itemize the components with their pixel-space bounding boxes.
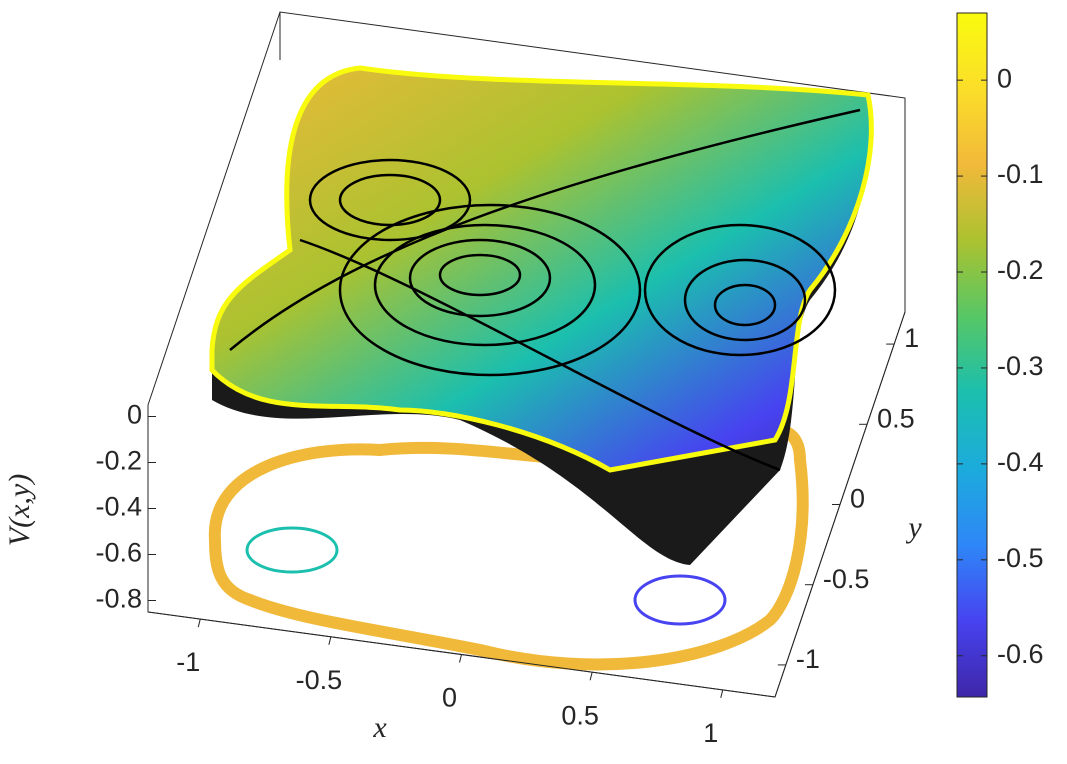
x-tick-label: -1: [176, 647, 200, 677]
colorbar-tick-label: -0.1: [997, 159, 1044, 189]
colorbar-tick-label: -0.5: [997, 543, 1044, 573]
y-tick-label: 0: [850, 484, 865, 514]
x-tick: [328, 636, 332, 645]
x-tick-label: 1: [703, 718, 718, 748]
x-tick: [459, 654, 462, 663]
colorbar-tick-label: 0: [997, 63, 1012, 93]
x-tick-label: 0.5: [561, 700, 599, 730]
x-tick: [589, 672, 593, 681]
y-tick-label: -1: [796, 644, 820, 674]
z-axis-label: V(x,y): [3, 474, 36, 546]
z-tick-label: -0.6: [95, 538, 142, 568]
z-tick-label: -0.8: [95, 584, 142, 614]
colorbar-tick-label: -0.4: [997, 447, 1044, 477]
z-tick-label: 0: [127, 400, 142, 430]
colorbar-tick-label: -0.3: [997, 351, 1044, 381]
x-tick: [720, 689, 724, 699]
surface-illustration: [208, 65, 874, 671]
y-tick-label: 1: [904, 323, 919, 353]
x-tick: [197, 618, 201, 628]
x-tick-label: 0: [442, 683, 457, 713]
z-tick-label: -0.4: [95, 492, 142, 522]
x-axis-label: x: [372, 711, 387, 744]
y-axis-label: y: [905, 511, 922, 544]
colorbar: [956, 12, 988, 698]
y-tick-label: 0.5: [877, 403, 915, 433]
x-tick-label: -0.5: [296, 665, 343, 695]
colorbar-tick-label: -0.2: [997, 255, 1044, 285]
colorbar-tick-label: -0.6: [997, 639, 1044, 669]
y-tick-label: -0.5: [823, 564, 870, 594]
z-tick-label: -0.2: [95, 446, 142, 476]
